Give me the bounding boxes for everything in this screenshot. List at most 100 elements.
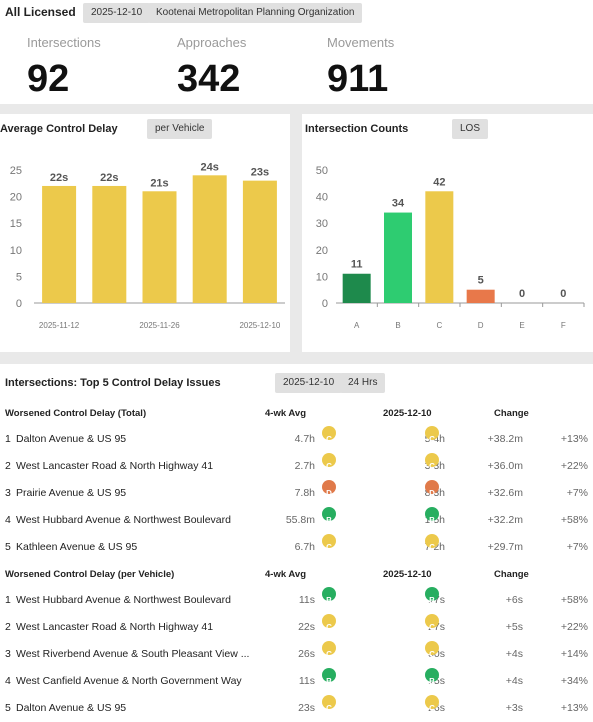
y-tick-label: 50: [316, 165, 328, 177]
y-tick-label: 40: [316, 192, 328, 204]
delay-per-vehicle-toggle[interactable]: per Vehicle: [147, 119, 213, 139]
intersection-name: Kathleen Avenue & US 95: [16, 541, 138, 553]
y-tick-label: 10: [316, 271, 328, 283]
kpi-approaches-label: Approaches: [177, 35, 247, 50]
delay-bar: [92, 185, 127, 303]
row-rank: 4: [5, 675, 11, 687]
los-count-data-label: 34: [392, 198, 405, 210]
avg-delay-value: 7.8h: [294, 487, 315, 499]
los-count-data-label: 0: [560, 288, 566, 300]
issues-table-panel: Intersections: Top 5 Control Delay Issue…: [0, 364, 593, 722]
table-row[interactable]: 2 West Lancaster Road & North Highway 41 2…: [0, 614, 593, 641]
delay-chart-title: Average Control Delay: [0, 123, 118, 135]
avg-los-badge: C: [322, 426, 336, 444]
delay-bar: [142, 191, 177, 303]
section-header-name: Worsened Control Delay (per Vehicle): [5, 569, 175, 580]
table-row[interactable]: 4 West Hubbard Avenue & Northwest Bouleva…: [0, 507, 593, 534]
delay-change-value: +6s: [505, 594, 523, 606]
delay-change-percent: +13%: [560, 433, 588, 445]
current-los-badge: C: [425, 426, 439, 444]
delay-change-value: +4s: [505, 675, 523, 687]
current-los-badge: D: [425, 480, 439, 498]
row-rank: 3: [5, 487, 11, 499]
delay-change-percent: +7%: [566, 541, 588, 553]
table-row[interactable]: 5 Dalton Avenue & US 95 23s C 26s C +3s +13%: [0, 695, 593, 722]
row-rank: 3: [5, 648, 11, 660]
table-row[interactable]: 3 West Riverbend Avenue & South Pleasant …: [0, 641, 593, 668]
avg-los-badge: B: [322, 587, 336, 605]
avg-los-badge: C: [322, 534, 336, 552]
organization-filter-chip[interactable]: Kootenai Metropolitan Planning Organizat…: [148, 3, 363, 23]
y-tick-label: 10: [10, 245, 22, 257]
current-los-badge: C: [425, 641, 439, 659]
delay-bar-data-label: 23s: [251, 167, 269, 179]
delay-change-value: +36.0m: [487, 460, 523, 472]
avg-delay-value: 4.7h: [294, 433, 315, 445]
avg-los-badge: C: [322, 695, 336, 713]
intersection-name: West Riverbend Avenue & South Pleasant V…: [16, 648, 250, 660]
delay-change-percent: +22%: [560, 460, 588, 472]
los-count-data-label: 42: [433, 176, 445, 188]
x-tick-label: D: [478, 321, 484, 330]
intersection-name: West Hubbard Avenue & Northwest Boulevar…: [16, 514, 231, 526]
table-row[interactable]: 2 West Lancaster Road & North Highway 41 2…: [0, 453, 593, 480]
intersection-name: Dalton Avenue & US 95: [16, 702, 127, 714]
delay-bar: [42, 185, 77, 303]
avg-delay-value: 22s: [298, 621, 315, 633]
row-rank: 4: [5, 514, 11, 526]
delay-change-percent: +7%: [566, 487, 588, 499]
delay-change-percent: +34%: [560, 675, 588, 687]
issues-title: Intersections: Top 5 Control Delay Issue…: [5, 377, 221, 389]
x-tick-label: 2025-11-26: [139, 321, 180, 330]
kpi-approaches-value: 342: [177, 58, 241, 100]
x-tick-label: A: [354, 321, 360, 330]
issues-range-chip[interactable]: 24 Hrs: [340, 373, 386, 393]
summary-header: All Licensed 2025-12-10 Kootenai Metropo…: [0, 0, 593, 104]
delay-change-value: +38.2m: [487, 433, 523, 445]
delay-bar: [242, 180, 277, 303]
los-count-data-label: 11: [351, 259, 363, 271]
current-los-badge: B: [425, 587, 439, 605]
intersection-name: West Canfield Avenue & North Government …: [16, 675, 242, 687]
avg-delay-value: 55.8m: [285, 514, 315, 526]
table-row[interactable]: 4 West Canfield Avenue & North Government…: [0, 668, 593, 695]
date-filter-chip[interactable]: 2025-12-10: [83, 3, 151, 23]
delay-change-value: +32.2m: [487, 514, 523, 526]
delay-change-percent: +58%: [560, 594, 588, 606]
los-count-data-label: 5: [478, 275, 484, 287]
section-header-avg: 4-wk Avg: [265, 569, 307, 580]
x-tick-label: B: [395, 321, 400, 330]
counts-los-toggle[interactable]: LOS: [452, 119, 489, 139]
los-count-bar: [425, 191, 454, 303]
row-rank: 2: [5, 621, 11, 633]
avg-los-badge: B: [322, 668, 336, 686]
delay-bar-data-label: 22s: [50, 172, 68, 184]
delay-change-value: +5s: [505, 621, 523, 633]
section-header-date: 2025-12-10: [383, 569, 432, 580]
y-tick-label: 20: [316, 245, 328, 257]
row-rank: 1: [5, 433, 11, 445]
delay-bar-chart: 0 5 10 15 20 25 22s 2025-11-12 22s 21s 2025-11-26 2…: [10, 161, 285, 330]
current-los-badge: C: [425, 534, 439, 552]
issues-date-chip[interactable]: 2025-12-10: [275, 373, 343, 393]
avg-delay-value: 11s: [298, 594, 315, 606]
x-tick-label: 2025-11-12: [39, 321, 80, 330]
kpi-movements-label: Movements: [327, 35, 395, 50]
avg-delay-value: 2.7h: [294, 460, 315, 472]
kpi-intersections-value: 92: [27, 58, 70, 100]
section-header-name: Worsened Control Delay (Total): [5, 408, 147, 419]
row-rank: 2: [5, 460, 11, 472]
avg-delay-value: 11s: [298, 675, 315, 687]
page-title: All Licensed: [5, 5, 76, 19]
delay-bar-data-label: 24s: [201, 161, 219, 173]
table-row[interactable]: 1 West Hubbard Avenue & Northwest Bouleva…: [0, 587, 593, 614]
avg-los-badge: D: [322, 480, 336, 498]
y-tick-label: 5: [16, 271, 22, 283]
section-header-change: Change: [494, 569, 529, 580]
counts-chart-title: Intersection Counts: [305, 123, 409, 135]
counts-bar-chart: 0 10 20 30 40 50 11 A 34 B 42 C 5 D 0 E 0 F: [316, 165, 585, 330]
intersection-name: West Lancaster Road & North Highway 41: [16, 460, 214, 472]
